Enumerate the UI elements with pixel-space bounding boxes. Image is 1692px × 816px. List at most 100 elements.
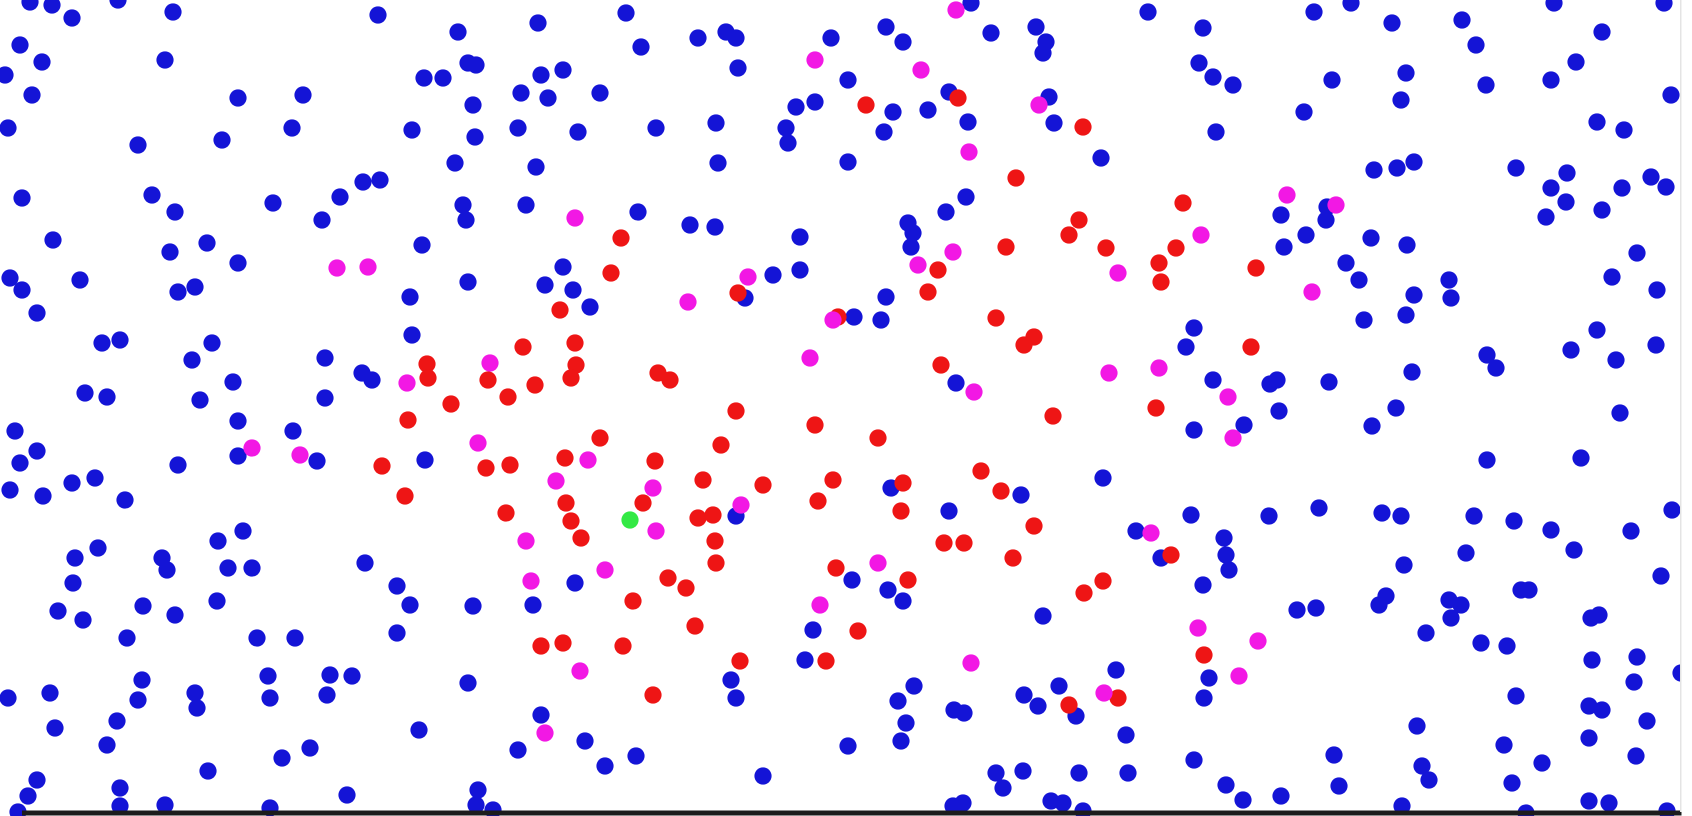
data-point-red-cluster (1174, 194, 1192, 212)
data-point-blue-cluster (1408, 717, 1426, 735)
data-point-blue-cluster (1310, 499, 1328, 517)
data-point-blue-cluster (569, 123, 587, 141)
data-point-blue-cluster (1383, 14, 1401, 32)
data-point-red-cluster (1094, 572, 1112, 590)
data-point-red-cluster (754, 476, 772, 494)
data-point-blue-cluster (1611, 404, 1629, 422)
data-point-red-cluster (646, 452, 664, 470)
plot-decorations-layer (22, 0, 1692, 816)
data-point-red-cluster (562, 512, 580, 530)
data-point-blue-cluster (1498, 637, 1516, 655)
data-point-blue-cluster (363, 371, 381, 389)
data-point-blue-cluster (118, 629, 136, 647)
data-point-blue-cluster (354, 173, 372, 191)
data-point-red-cluster (661, 371, 679, 389)
data-point-red-cluster (1075, 584, 1093, 602)
data-point-blue-cluster (872, 311, 890, 329)
data-point-blue-cluster (1, 269, 19, 287)
data-point-magenta-cluster (571, 662, 589, 680)
data-point-blue-cluster (1034, 44, 1052, 62)
data-point-blue-cluster (356, 554, 374, 572)
data-point-blue-cluster (982, 24, 1000, 42)
data-point-blue-cluster (158, 561, 176, 579)
data-point-blue-cluster (902, 238, 920, 256)
data-point-blue-cluster (459, 273, 477, 291)
data-point-blue-cluster (1588, 321, 1606, 339)
data-point-blue-cluster (1440, 271, 1458, 289)
data-point-blue-cluster (1652, 567, 1670, 585)
data-point-magenta-cluster (801, 349, 819, 367)
data-point-blue-cluster (403, 326, 421, 344)
data-point-blue-cluster (1204, 68, 1222, 86)
data-point-blue-cluster (318, 686, 336, 704)
data-point-magenta-cluster (1303, 283, 1321, 301)
data-point-blue-cluster (1268, 371, 1286, 389)
data-point-blue-cluster (1204, 371, 1222, 389)
data-point-red-cluster (572, 529, 590, 547)
data-point-blue-cluster (294, 86, 312, 104)
data-point-blue-cluster (1420, 771, 1438, 789)
data-point-blue-cluster (1442, 609, 1460, 627)
data-point-blue-cluster (209, 532, 227, 550)
data-point-magenta-cluster (1030, 96, 1048, 114)
data-point-blue-cluster (1457, 544, 1475, 562)
data-point-blue-cluster (108, 712, 126, 730)
data-point-blue-cluster (169, 283, 187, 301)
data-point-blue-cluster (1305, 3, 1323, 21)
data-point-magenta-cluster (811, 596, 829, 614)
data-point-magenta-cluster (1142, 524, 1160, 542)
data-point-blue-cluster (1337, 254, 1355, 272)
data-point-red-cluster (677, 579, 695, 597)
data-point-blue-cluster (1182, 506, 1200, 524)
data-point-blue-cluster (632, 38, 650, 56)
data-point-blue-cluster (1029, 697, 1047, 715)
data-point-blue-cluster (415, 69, 433, 87)
data-point-blue-cluster (454, 196, 472, 214)
data-point-magenta-cluster (679, 293, 697, 311)
data-point-blue-cluster (371, 171, 389, 189)
data-point-blue-cluster (1207, 123, 1225, 141)
data-point-blue-cluster (1070, 764, 1088, 782)
data-point-blue-cluster (1012, 486, 1030, 504)
data-point-blue-cluster (554, 258, 572, 276)
data-point-blue-cluster (1185, 751, 1203, 769)
data-point-magenta-cluster (806, 51, 824, 69)
data-point-blue-cluster (469, 781, 487, 799)
data-point-blue-cluster (1478, 451, 1496, 469)
data-point-blue-cluster (11, 36, 29, 54)
data-point-magenta-cluster (647, 522, 665, 540)
data-point-blue-cluster (845, 308, 863, 326)
data-point-blue-cluster (905, 677, 923, 695)
data-point-blue-cluster (401, 288, 419, 306)
data-point-blue-cluster (86, 469, 104, 487)
data-point-red-cluster (706, 532, 724, 550)
data-point-blue-cluster (962, 0, 980, 12)
data-point-red-cluster (1025, 517, 1043, 535)
data-point-blue-cluster (1565, 541, 1583, 559)
data-point-magenta-cluster (359, 258, 377, 276)
data-point-red-cluster (557, 494, 575, 512)
data-point-blue-cluster (1107, 661, 1125, 679)
data-point-blue-cluster (13, 189, 31, 207)
data-point-red-cluster (1015, 336, 1033, 354)
data-point-blue-cluster (1234, 791, 1252, 809)
data-point-blue-cluster (1350, 271, 1368, 289)
data-point-red-cluster (1097, 239, 1115, 257)
data-point-magenta-cluster (547, 472, 565, 490)
data-point-blue-cluster (464, 597, 482, 615)
data-point-magenta-cluster (1219, 388, 1237, 406)
data-point-blue-cluster (1217, 776, 1235, 794)
data-point-blue-cluster (1615, 121, 1633, 139)
data-point-blue-cluster (401, 596, 419, 614)
data-point-magenta-cluster (732, 496, 750, 514)
data-point-blue-cluster (532, 66, 550, 84)
data-point-blue-cluster (1373, 504, 1391, 522)
data-point-red-cluster (554, 634, 572, 652)
data-point-blue-cluster (410, 721, 428, 739)
data-point-red-cluster (591, 429, 609, 447)
data-point-blue-cluster (446, 154, 464, 172)
data-point-blue-cluster (134, 597, 152, 615)
data-point-red-cluster (514, 338, 532, 356)
data-point-blue-cluster (1200, 669, 1218, 687)
data-point-blue-cluster (754, 767, 772, 785)
